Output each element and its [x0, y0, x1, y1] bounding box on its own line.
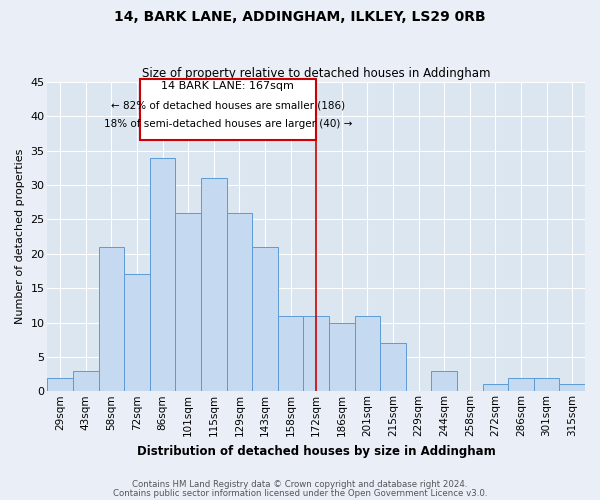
Bar	[201, 178, 227, 392]
Bar	[175, 212, 201, 392]
Bar	[355, 316, 380, 392]
Text: 18% of semi-detached houses are larger (40) →: 18% of semi-detached houses are larger (…	[104, 120, 352, 130]
Text: 14 BARK LANE: 167sqm: 14 BARK LANE: 167sqm	[161, 80, 295, 90]
Bar	[482, 384, 508, 392]
Bar	[252, 247, 278, 392]
Text: ← 82% of detached houses are smaller (186): ← 82% of detached houses are smaller (18…	[111, 100, 345, 110]
Y-axis label: Number of detached properties: Number of detached properties	[15, 149, 25, 324]
Bar	[534, 378, 559, 392]
Bar	[304, 316, 329, 392]
Text: Contains HM Land Registry data © Crown copyright and database right 2024.: Contains HM Land Registry data © Crown c…	[132, 480, 468, 489]
X-axis label: Distribution of detached houses by size in Addingham: Distribution of detached houses by size …	[137, 444, 496, 458]
Bar	[329, 322, 355, 392]
Text: 14, BARK LANE, ADDINGHAM, ILKLEY, LS29 0RB: 14, BARK LANE, ADDINGHAM, ILKLEY, LS29 0…	[114, 10, 486, 24]
Bar	[98, 247, 124, 392]
Bar	[227, 212, 252, 392]
Bar	[508, 378, 534, 392]
Bar	[431, 370, 457, 392]
Bar	[124, 274, 150, 392]
FancyBboxPatch shape	[140, 78, 316, 140]
Bar	[73, 370, 98, 392]
Bar	[150, 158, 175, 392]
Text: Contains public sector information licensed under the Open Government Licence v3: Contains public sector information licen…	[113, 488, 487, 498]
Bar	[278, 316, 304, 392]
Bar	[559, 384, 585, 392]
Bar	[47, 378, 73, 392]
Bar	[380, 343, 406, 392]
Title: Size of property relative to detached houses in Addingham: Size of property relative to detached ho…	[142, 66, 490, 80]
